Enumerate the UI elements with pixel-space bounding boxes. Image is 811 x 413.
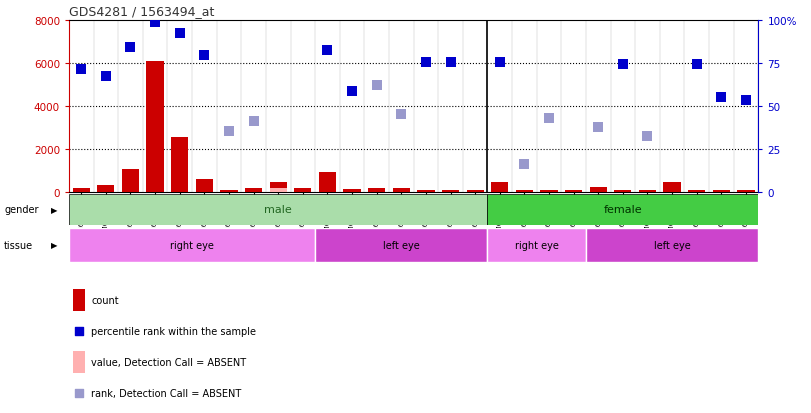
Point: [100, 73, 113, 80]
Bar: [713, 190, 730, 192]
Bar: [147, 62, 164, 192]
Bar: [516, 190, 533, 192]
Point: [641, 133, 654, 140]
Point: [370, 83, 383, 89]
Point: [222, 129, 235, 135]
Bar: [487, 228, 586, 262]
Text: left eye: left eye: [654, 240, 690, 250]
Bar: [737, 190, 754, 192]
Text: percentile rank within the sample: percentile rank within the sample: [92, 326, 256, 337]
Bar: [418, 190, 435, 192]
Bar: [663, 183, 680, 192]
Point: [198, 53, 211, 59]
Text: rank, Detection Call = ABSENT: rank, Detection Call = ABSENT: [92, 388, 242, 399]
Bar: [565, 190, 582, 192]
Point: [419, 59, 432, 66]
Bar: [368, 189, 385, 192]
Bar: [97, 185, 114, 192]
Bar: [315, 228, 487, 262]
Text: count: count: [92, 295, 119, 306]
Point: [174, 30, 187, 37]
Point: [148, 19, 161, 26]
Point: [740, 98, 753, 104]
Point: [395, 112, 408, 118]
Bar: [319, 173, 336, 192]
Bar: [195, 179, 213, 192]
Bar: [343, 190, 361, 192]
Point: [444, 59, 457, 66]
Bar: [590, 188, 607, 192]
Text: ▶: ▶: [51, 241, 58, 250]
Point: [124, 44, 137, 51]
Point: [592, 124, 605, 131]
Bar: [466, 190, 484, 192]
Bar: [221, 191, 238, 192]
Text: GDS4281 / 1563494_at: GDS4281 / 1563494_at: [69, 5, 214, 18]
Text: ▶: ▶: [51, 205, 58, 214]
Bar: [269, 189, 287, 192]
Bar: [639, 190, 656, 192]
Point: [690, 61, 703, 68]
Point: [321, 47, 334, 54]
Bar: [491, 183, 508, 192]
Bar: [69, 194, 487, 225]
Bar: [586, 228, 758, 262]
Text: male: male: [264, 204, 292, 215]
Bar: [69, 228, 315, 262]
Bar: [122, 170, 139, 192]
Point: [345, 88, 358, 95]
Point: [493, 59, 506, 66]
Bar: [171, 138, 188, 192]
Text: gender: gender: [4, 204, 39, 215]
Text: left eye: left eye: [383, 240, 419, 250]
Text: right eye: right eye: [170, 240, 214, 250]
Point: [518, 161, 531, 168]
Bar: [73, 351, 84, 373]
Text: tissue: tissue: [4, 240, 33, 250]
Text: female: female: [603, 204, 642, 215]
Bar: [73, 289, 84, 311]
Bar: [245, 189, 262, 192]
Bar: [269, 183, 287, 192]
Point: [72, 390, 85, 396]
Bar: [73, 189, 90, 192]
Bar: [540, 190, 558, 192]
Bar: [442, 190, 459, 192]
Point: [247, 118, 260, 125]
Bar: [614, 190, 632, 192]
Point: [543, 116, 556, 123]
Bar: [393, 189, 410, 192]
Text: right eye: right eye: [515, 240, 559, 250]
Point: [75, 66, 88, 73]
Bar: [487, 194, 758, 225]
Text: value, Detection Call = ABSENT: value, Detection Call = ABSENT: [92, 357, 247, 368]
Point: [72, 328, 85, 335]
Bar: [688, 190, 706, 192]
Bar: [294, 189, 311, 192]
Point: [714, 95, 727, 101]
Point: [616, 61, 629, 68]
